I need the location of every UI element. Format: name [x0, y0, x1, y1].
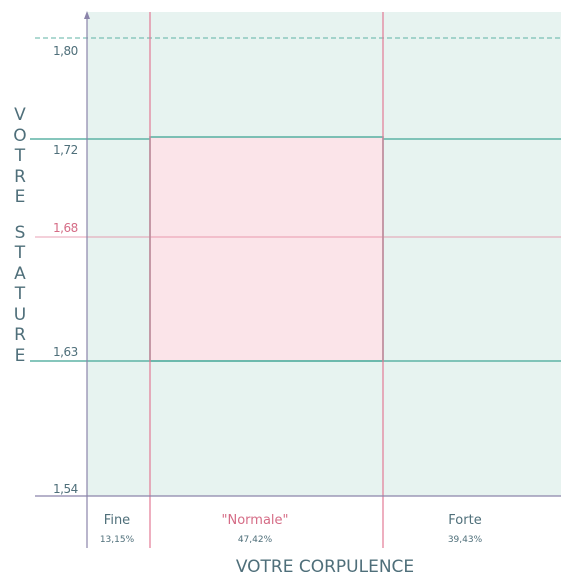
y-axis-title-letter: R — [14, 167, 26, 187]
ytick-1-80: 1,80 — [53, 44, 78, 58]
category-forte-percent: 39,43% — [448, 535, 483, 545]
normale-zone — [150, 137, 383, 361]
category-normale-label: "Normale" — [222, 513, 289, 528]
category-forte-label: Forte — [448, 513, 481, 528]
y-axis-title-letter: T — [14, 146, 26, 166]
category-fine-percent: 13,15% — [100, 535, 135, 545]
y-axis-title-letter: O — [13, 126, 26, 146]
y-axis-title-letter: S — [15, 223, 26, 243]
category-normale-percent: 47,42% — [238, 535, 273, 545]
x-axis-title: VOTRE CORPULENCE — [236, 557, 414, 577]
y-axis-title-letter: T — [14, 284, 26, 304]
y-axis-title-letter: U — [14, 305, 26, 325]
ytick-1-54: 1,54 — [53, 482, 78, 496]
ytick-1-72: 1,72 — [53, 143, 78, 157]
y-axis-title-letter: A — [14, 264, 26, 284]
ytick-1-68: 1,68 — [53, 221, 78, 235]
y-axis-title-letter: V — [14, 105, 26, 125]
y-axis-title-letter: E — [15, 346, 26, 366]
ytick-1-63: 1,63 — [53, 345, 78, 359]
category-fine-label: Fine — [104, 513, 130, 528]
y-axis-title-letter: R — [14, 325, 26, 345]
y-axis-title-letter: E — [15, 187, 26, 207]
y-axis-arrow — [84, 11, 90, 19]
y-axis-title-letter: T — [14, 243, 26, 263]
